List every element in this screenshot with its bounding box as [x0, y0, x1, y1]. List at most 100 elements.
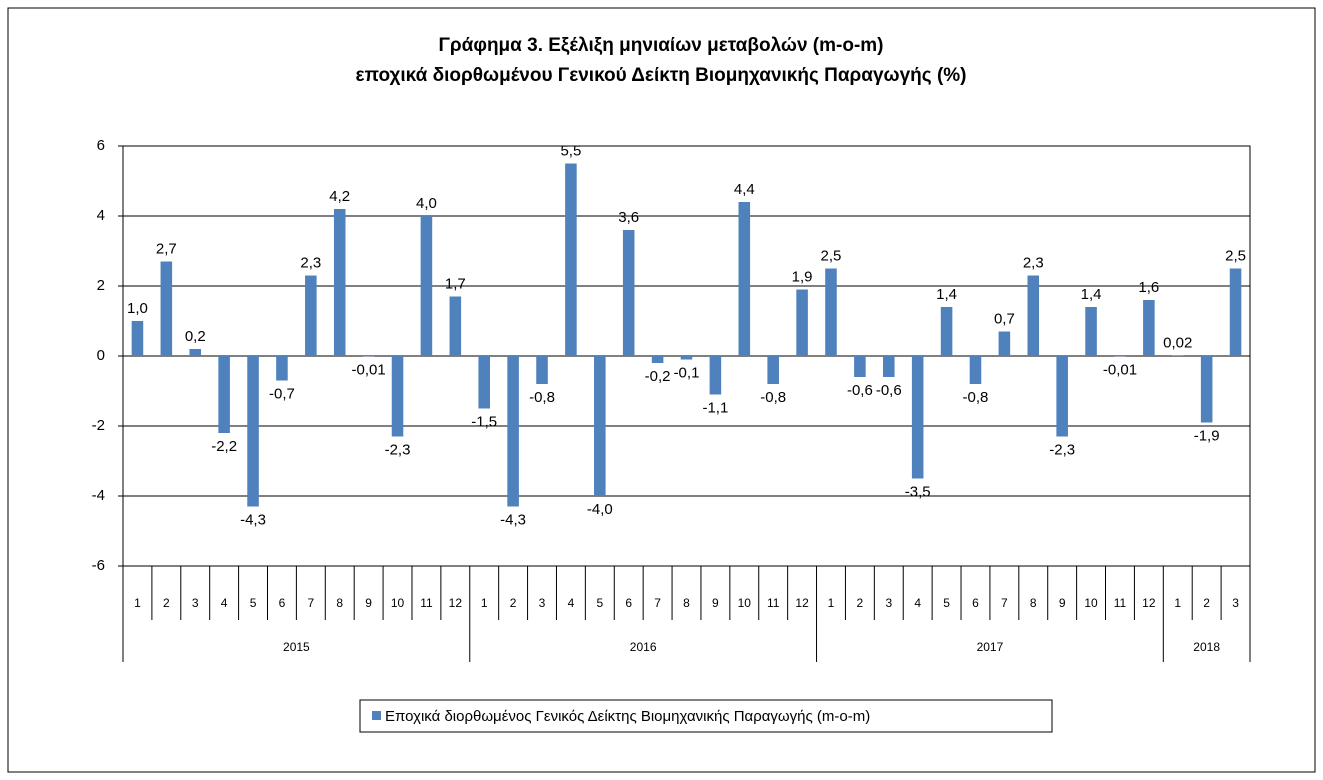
x-tick-label: 2: [163, 596, 170, 610]
x-group-label: 2015: [283, 640, 310, 654]
x-tick-label: 5: [250, 596, 257, 610]
bar: [796, 289, 808, 356]
bar: [276, 356, 288, 381]
y-tick-label: 6: [97, 137, 105, 154]
value-label: 0,2: [185, 328, 206, 345]
bar: [969, 356, 982, 384]
value-label: 2,3: [300, 254, 321, 271]
value-label: -2,2: [211, 438, 237, 455]
chart-title: εποχικά διορθωμένου Γενικού Δείκτη Βιομη…: [356, 65, 967, 86]
bar: [594, 356, 606, 496]
bar: [1085, 307, 1097, 356]
chart-border: [7, 7, 1316, 773]
x-tick-label: 6: [279, 596, 286, 610]
value-label: 4,0: [416, 195, 437, 212]
value-label: -0,6: [847, 382, 873, 399]
value-label: -0,8: [963, 389, 989, 406]
x-tick-label: 3: [539, 596, 546, 610]
bar: [622, 230, 635, 356]
bar: [1056, 356, 1068, 437]
bar: [218, 356, 230, 433]
x-tick-label: 8: [683, 596, 690, 610]
y-tick-label: -2: [92, 417, 105, 434]
x-group-label: 2016: [630, 640, 657, 654]
value-label: -2,3: [1049, 441, 1075, 458]
x-tick-label: 12: [449, 596, 463, 610]
y-tick-label: -6: [92, 557, 105, 574]
legend-box: [359, 699, 1053, 733]
x-tick-label: 4: [914, 596, 921, 610]
x-tick-label: 1: [134, 596, 141, 610]
value-label: -0,2: [645, 368, 671, 385]
value-label: -3,5: [905, 483, 931, 500]
bar: [305, 275, 317, 356]
value-label: 5,5: [560, 142, 581, 159]
bar: [131, 321, 144, 356]
x-tick-label: 1: [1174, 596, 1181, 610]
x-group-label: 2018: [1193, 640, 1220, 654]
x-tick-label: 1: [828, 596, 835, 610]
bar: [709, 356, 722, 395]
value-label: -1,9: [1194, 427, 1220, 444]
bar: [536, 356, 548, 384]
value-label: -2,3: [385, 441, 411, 458]
x-tick-label: 8: [336, 596, 343, 610]
x-tick-label: 10: [738, 596, 752, 610]
x-tick-label: 7: [1001, 596, 1008, 610]
x-tick-label: 10: [391, 596, 405, 610]
bar: [854, 356, 866, 377]
value-label: 3,6: [618, 209, 639, 226]
bar: [1027, 275, 1040, 356]
bar: [565, 163, 577, 356]
bar: [940, 307, 953, 356]
x-tick-label: 11: [1114, 596, 1127, 610]
x-group-label: 2017: [977, 640, 1004, 654]
bar: [478, 356, 490, 409]
x-tick-label: 2: [857, 596, 864, 610]
value-label: 2,3: [1023, 254, 1044, 271]
value-label: -0,7: [269, 385, 295, 402]
y-tick-label: 4: [97, 207, 105, 224]
x-tick-label: 12: [1142, 596, 1156, 610]
legend-label: Εποχικά διορθωμένος Γενικός Δείκτης Βιομ…: [385, 708, 870, 725]
x-tick-label: 5: [596, 596, 603, 610]
value-label: 2,5: [821, 247, 842, 264]
plot-border: [122, 145, 1251, 567]
legend-marker: [372, 711, 381, 720]
bar: [998, 331, 1011, 356]
bar: [883, 356, 895, 377]
x-tick-label: 2: [1203, 596, 1210, 610]
value-label: -0,8: [760, 389, 786, 406]
bar: [1171, 355, 1184, 356]
x-tick-label: 9: [365, 596, 372, 610]
value-label: -4,3: [500, 511, 526, 528]
bar: [189, 349, 202, 356]
value-label: -0,1: [674, 364, 700, 381]
x-tick-label: 3: [192, 596, 199, 610]
value-label: -0,6: [876, 382, 902, 399]
value-label: 4,2: [329, 188, 350, 205]
x-tick-label: 2: [510, 596, 517, 610]
x-tick-label: 4: [221, 596, 228, 610]
value-label: -1,1: [702, 399, 728, 416]
bar: [651, 356, 664, 363]
value-label: 1,4: [1081, 286, 1102, 303]
bar: [247, 356, 259, 507]
y-tick-label: 0: [97, 347, 105, 364]
x-tick-label: 9: [712, 596, 719, 610]
value-label: -4,0: [587, 501, 613, 518]
x-tick-label: 3: [1232, 596, 1239, 610]
bar: [507, 356, 519, 507]
bar: [767, 356, 779, 384]
bar: [449, 296, 462, 356]
x-tick-label: 11: [420, 596, 433, 610]
x-tick-label: 6: [625, 596, 632, 610]
value-label: -1,5: [471, 413, 497, 430]
bar: [420, 216, 433, 356]
bar: [1200, 356, 1213, 423]
bar: [160, 261, 173, 356]
value-label: -0,01: [1103, 361, 1137, 378]
y-tick-label: 2: [97, 277, 105, 294]
value-label: 2,7: [156, 240, 177, 257]
